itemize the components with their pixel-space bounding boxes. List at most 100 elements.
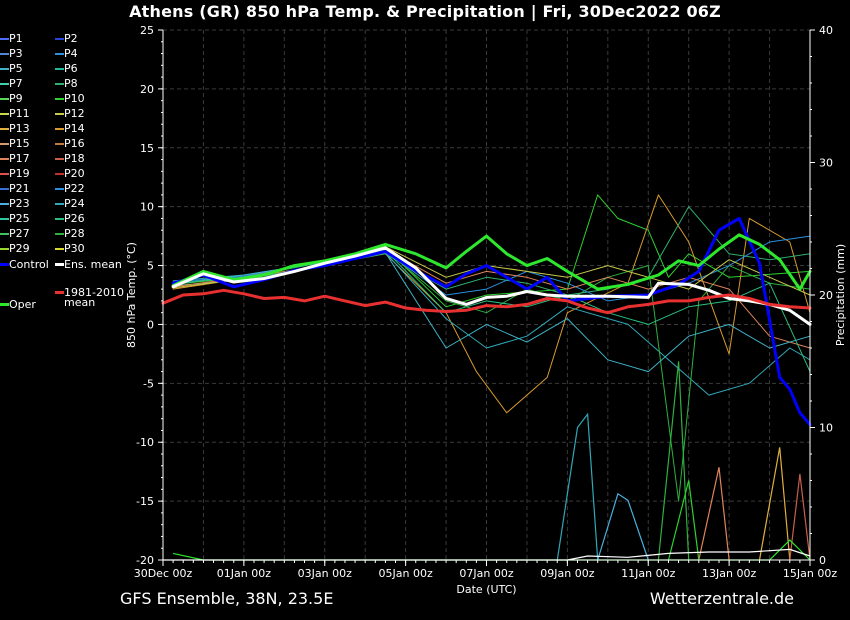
legend-label: Control — [9, 258, 49, 271]
series-oper — [171, 233, 812, 291]
legend-label: P15 — [9, 137, 30, 150]
axes: 25 20 15 10 5 0 -5 -10 -15 -20 40 30 20 10 0 30Dec 00z 0… — [125, 24, 847, 596]
temperature-lines — [161, 194, 812, 502]
y2-tick-label: 10 — [819, 422, 833, 435]
y2-tick-label: 20 — [819, 289, 833, 302]
precip-series-p18 — [789, 473, 811, 561]
legend-swatch — [0, 143, 9, 145]
legend-swatch — [0, 53, 9, 55]
legend-swatch — [55, 98, 64, 100]
y-tick-label: 15 — [140, 142, 154, 155]
legend-label: P24 — [64, 197, 85, 210]
legend-swatch — [55, 248, 64, 250]
legend-swatch — [0, 83, 9, 85]
site-credit: Wetterzentrale.de — [649, 589, 794, 608]
precip-series-ens-mean — [163, 548, 811, 561]
legend-label: P21 — [9, 182, 30, 195]
precip-series-oper — [172, 539, 811, 561]
legend-label: P23 — [9, 197, 30, 210]
x-tick-label: 03Jan 00z — [298, 567, 352, 580]
legend-swatch — [55, 83, 64, 85]
y-tick-label: -10 — [136, 436, 154, 449]
legend-swatch — [55, 128, 64, 130]
legend-swatch — [55, 113, 64, 115]
legend-label: P19 — [9, 167, 30, 180]
y-axis-title: 850 hPa Temp. (°C) — [125, 242, 138, 348]
legend-swatch — [55, 291, 64, 294]
legend-label: P17 — [9, 152, 30, 165]
legend-swatch — [0, 98, 9, 100]
series-p8 — [172, 206, 811, 296]
precip-series-p10 — [667, 480, 700, 561]
legend-swatch — [0, 188, 9, 190]
chart-title: Athens (GR) 850 hPa Temp. & Precipitatio… — [129, 2, 721, 21]
precip-series-p13 — [758, 447, 791, 561]
x-tick-label: 11Jan 00z — [621, 567, 675, 580]
legend-label-climate-line2: mean — [64, 296, 96, 309]
x-tick-label: 30Dec 00z — [134, 567, 193, 580]
precip-series-p23 — [597, 492, 649, 561]
y-tick-label: -5 — [143, 377, 154, 390]
legend-label: P11 — [9, 107, 30, 120]
legend-label: P25 — [9, 212, 30, 225]
legend-label: 1981-2010 — [64, 286, 124, 299]
y2-tick-label: 0 — [819, 554, 826, 567]
legend-swatch — [55, 158, 64, 160]
legend-swatch — [55, 173, 64, 175]
x-axis-title: Date (UTC) — [456, 583, 516, 596]
legend-swatch — [0, 303, 9, 306]
y2-tick-label: 30 — [819, 157, 833, 170]
legend-label: P9 — [9, 92, 23, 105]
legend-label: P2 — [64, 32, 78, 45]
legend-label: P1 — [9, 32, 23, 45]
y-tick-label: 10 — [140, 201, 154, 214]
x-tick-label: 09Jan 00z — [540, 567, 594, 580]
series-ens-mean — [171, 246, 812, 326]
legend-label: P13 — [9, 122, 30, 135]
legend-label: P14 — [64, 122, 85, 135]
legend-label: P20 — [64, 167, 85, 180]
y-tick-label: 0 — [147, 318, 154, 331]
y2-axis-title: Precipitation (mm) — [834, 244, 847, 346]
legend-label: P6 — [64, 62, 78, 75]
legend-swatch — [55, 38, 64, 40]
legend-label: P28 — [64, 227, 85, 240]
legend-swatch — [55, 203, 64, 205]
legend-label: P5 — [9, 62, 23, 75]
legend-swatch — [0, 38, 9, 40]
y-tick-label: -15 — [136, 495, 154, 508]
legend-label: Oper — [9, 298, 36, 311]
legend-swatch — [55, 68, 64, 70]
series-p14 — [172, 194, 811, 414]
legend-swatch — [0, 248, 9, 250]
y-tick-label: 25 — [140, 24, 154, 37]
legend-label: P12 — [64, 107, 85, 120]
x-tick-label: 15Jan 00z — [783, 567, 837, 580]
legend-label: P4 — [64, 47, 78, 60]
legend-swatch — [0, 218, 9, 220]
precip-series-p17 — [698, 467, 730, 561]
x-tick-label: 07Jan 00z — [459, 567, 513, 580]
legend-swatch — [0, 203, 9, 205]
legend-label: P18 — [64, 152, 85, 165]
legend-label: P3 — [9, 47, 23, 60]
legend-swatch — [55, 53, 64, 55]
legend-swatch — [0, 233, 9, 235]
legend-swatch — [0, 68, 9, 70]
legend-label: Ens. mean — [64, 258, 122, 271]
series-p10 — [172, 194, 811, 308]
legend-swatch — [0, 128, 9, 130]
y-tick-label: -20 — [136, 554, 154, 567]
y2-tick-label: 40 — [819, 24, 833, 37]
legend-label: P16 — [64, 137, 85, 150]
legend-swatch — [0, 158, 9, 160]
legend-swatch — [55, 233, 64, 235]
series-1981-2010-mean — [161, 288, 812, 315]
legend-swatch — [0, 113, 9, 115]
legend-label: P30 — [64, 242, 85, 255]
x-tick-label: 05Jan 00z — [379, 567, 433, 580]
legend-swatch — [55, 218, 64, 220]
x-tick-label: 13Jan 00z — [702, 567, 756, 580]
legend-label: P26 — [64, 212, 85, 225]
